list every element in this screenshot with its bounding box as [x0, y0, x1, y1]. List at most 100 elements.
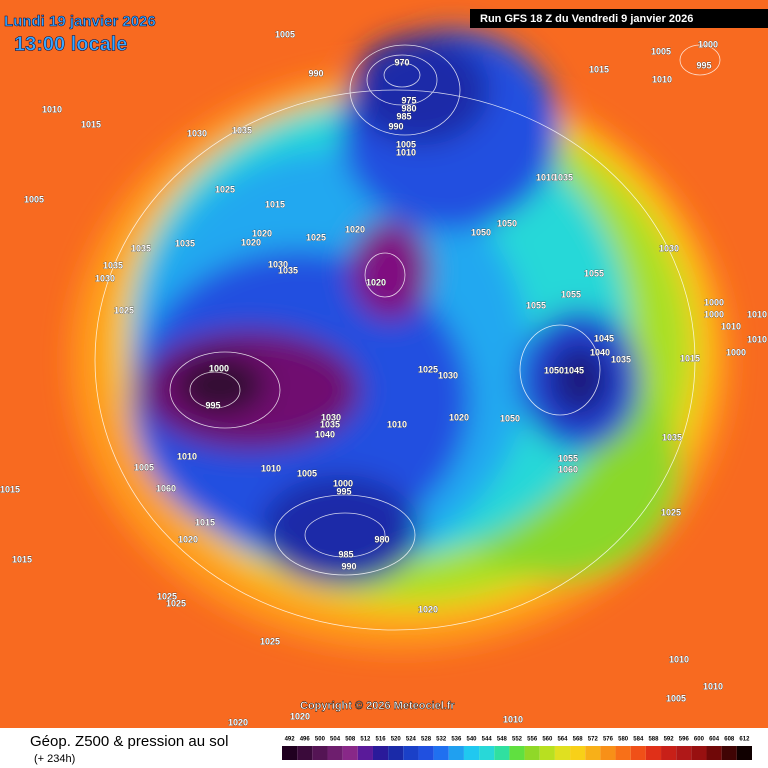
legend-swatch	[570, 746, 586, 760]
isobar-label: 1035	[232, 125, 252, 135]
legend-swatch	[554, 746, 571, 760]
legend-swatch	[357, 746, 373, 760]
isobar-label: 1020	[178, 534, 198, 544]
legend-label: 500	[315, 737, 326, 743]
isobar-label: 1000	[333, 478, 353, 488]
isobar-label: 1025	[260, 636, 280, 646]
isobar-label: 1010	[703, 681, 723, 691]
legend-swatch	[615, 746, 631, 760]
legend-swatch	[676, 746, 692, 760]
isobar-label: 1005	[396, 139, 416, 149]
isobar-label: 1000	[704, 309, 724, 319]
isobar-label: 1015	[12, 554, 32, 564]
isobar-label: 1045	[594, 333, 614, 343]
isobar-label: 1025	[215, 184, 235, 194]
isobar-label: 1020	[252, 228, 272, 238]
isobar-label: 1010	[503, 714, 523, 724]
legend-swatch	[721, 746, 737, 760]
legend-label: 552	[512, 737, 523, 743]
isobar-label: 1010	[536, 172, 556, 182]
legend-label: 524	[406, 737, 417, 743]
isobar-label: 980	[401, 103, 416, 113]
isobar-label: 1035	[320, 419, 340, 429]
isobar-label: 1030	[268, 259, 288, 269]
isobar-label: 1015	[0, 484, 20, 494]
legend-swatch	[448, 746, 464, 760]
isobar-label: 1020	[366, 277, 386, 287]
isobar-label: 1060	[558, 464, 578, 474]
legend-label: 520	[391, 737, 402, 743]
labels: 1005990970975980985990100510101010101510…	[0, 29, 767, 728]
isobar-label: 1010	[396, 147, 416, 157]
legend-label: 596	[679, 737, 690, 743]
isobar-label: 1060	[156, 483, 176, 493]
legend-swatch	[463, 746, 480, 760]
isobar-label: 1010	[721, 321, 741, 331]
legend-label: 600	[694, 737, 705, 743]
legend-label: 516	[376, 737, 387, 743]
isobar-label: 1050	[544, 365, 564, 375]
valid-date: Lundi 19 janvier 2026	[4, 13, 156, 30]
legend-label: 604	[709, 737, 720, 743]
isobar-label: 1035	[131, 243, 151, 253]
isobar-label: 1010	[747, 334, 767, 344]
isobar-label: 1030	[321, 412, 341, 422]
legend-label: 508	[345, 737, 356, 743]
isobar-label: 1030	[659, 243, 679, 253]
isobar-label: 1015	[589, 64, 609, 74]
isobar-label: 1020	[449, 412, 469, 422]
isobar-label: 1005	[651, 46, 671, 56]
isobar-label: 1050	[471, 227, 491, 237]
isobar-label: 1005	[666, 693, 686, 703]
legend-swatch	[509, 746, 525, 760]
isobar-label: 1010	[652, 74, 672, 84]
isobar-label: 1005	[275, 29, 295, 39]
forecast-lead: (+ 234h)	[34, 753, 75, 765]
legend-label: 540	[467, 737, 478, 743]
isobar-label: 1025	[114, 305, 134, 315]
isobar-label: 1025	[418, 364, 438, 374]
isobar-label: 985	[338, 549, 353, 559]
legend-label: 584	[633, 737, 644, 743]
isobar-label: 1035	[103, 260, 123, 270]
isobar-label: 1030	[187, 128, 207, 138]
legend-label: 560	[542, 737, 553, 743]
isobar-label: 1035	[175, 238, 195, 248]
legend-label: 496	[300, 737, 311, 743]
legend-swatch	[524, 746, 540, 760]
legend-label: 492	[285, 737, 296, 743]
isobar-label: 1015	[265, 199, 285, 209]
legend-label: 572	[588, 737, 599, 743]
isobar-label: 1035	[662, 432, 682, 442]
legend-label: 548	[497, 737, 508, 743]
isobar-label: 1010	[387, 419, 407, 429]
copyright: Copyright © 2026 Meteociel.fr	[300, 700, 456, 712]
color-legend: 492 496 500 504 508 512 516 520 524 528 532 536 540 5…	[282, 737, 752, 760]
isobar-label: 1025	[661, 507, 681, 517]
isobar-label: 1015	[195, 517, 215, 527]
run-info: Run GFS 18 Z du Vendredi 9 janvier 2026	[480, 13, 693, 25]
legend-swatch	[479, 746, 495, 760]
isobar-label: 1005	[134, 462, 154, 472]
isobar-label: 1010	[747, 309, 767, 319]
isobar-label: 1015	[680, 353, 700, 363]
legend-swatch	[691, 746, 707, 760]
isobar-label: 990	[388, 121, 403, 131]
isobar-label: 1025	[166, 598, 186, 608]
isobar-label: 1005	[297, 468, 317, 478]
isobar-label: 1055	[584, 268, 604, 278]
isobar-label: 1045	[564, 365, 584, 375]
isobar-label: 1020	[290, 711, 310, 721]
legend-swatch	[403, 746, 419, 760]
isobar-label: 1010	[42, 104, 62, 114]
isobar-label: 995	[336, 486, 351, 496]
legend-label: 564	[557, 737, 568, 743]
legend-swatch	[736, 746, 752, 760]
isobar-label: 1000	[726, 347, 746, 357]
isobar-label: 1055	[561, 289, 581, 299]
isobar-label: 1005	[24, 194, 44, 204]
legend-label: 592	[664, 737, 675, 743]
isobar-label: 1055	[558, 453, 578, 463]
isobar-label: 1020	[418, 604, 438, 614]
